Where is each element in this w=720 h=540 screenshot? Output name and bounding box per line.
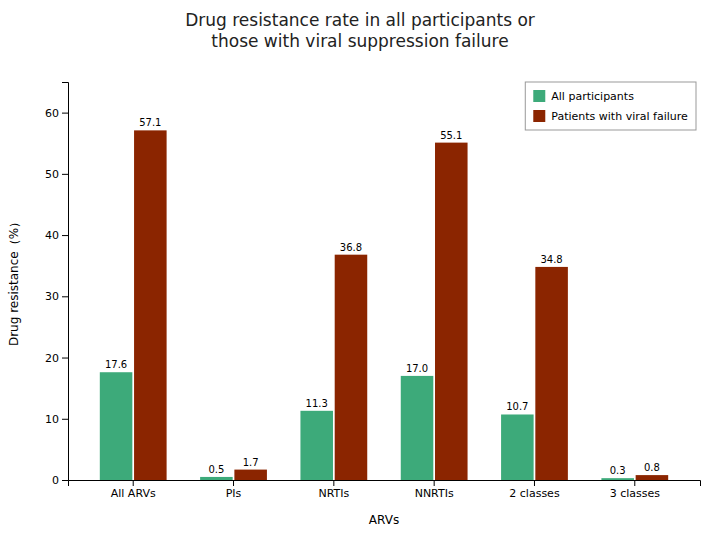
y-tick-mark (62, 480, 68, 481)
x-tick-label: NRTIs (318, 487, 349, 500)
data-label: 17.6 (105, 359, 127, 370)
data-label: 10.7 (506, 401, 528, 412)
data-label: 34.8 (540, 254, 562, 265)
bars (100, 130, 668, 480)
x-tick-mark (434, 480, 435, 486)
x-tick: NRTIs (318, 480, 349, 500)
bar (200, 477, 233, 480)
x-axis: All ARVs PIs NRTIs NNRTIs 2 classes 3 classes (69, 480, 701, 500)
title-line: those with viral suppression failure (211, 31, 508, 51)
x-tick-label: NNRTIs (415, 487, 454, 500)
plot: 17.6 0.5 11.3 17.0 10.7 0.3 57.1 1.7 36.8 55.1 34.… (45, 82, 701, 500)
x-tick-label: 3 classes (610, 487, 661, 500)
x-tick: 2 classes (509, 480, 560, 500)
y-tick-mark (62, 358, 68, 359)
y-tick: 50 (45, 168, 68, 181)
title-line: Drug resistance rate in all participants… (185, 10, 535, 30)
title: Drug resistance rate in all participants… (185, 10, 535, 51)
legend-swatch (533, 110, 545, 122)
y-tick: 10 (45, 413, 68, 426)
data-label: 11.3 (306, 398, 328, 409)
bar (535, 267, 568, 480)
data-label: 1.7 (243, 457, 259, 468)
data-labels: 17.6 0.5 11.3 17.0 10.7 0.3 57.1 1.7 36.8 55.1 34.… (105, 117, 660, 476)
legend-item: All participants (533, 90, 634, 103)
legend-box (525, 82, 696, 130)
y-axis: 0 10 20 30 40 50 60 (45, 83, 69, 488)
y-axis-line (62, 83, 69, 481)
x-tick-label: All ARVs (111, 487, 156, 500)
x-axis-line (69, 481, 701, 487)
x-tick-mark (333, 480, 334, 486)
y-tick-mark (62, 235, 68, 236)
y-tick-mark (62, 113, 68, 114)
x-axis-title: ARVs (369, 513, 399, 527)
y-axis-title: Drug resistance（%） (7, 216, 21, 346)
x-tick-mark (133, 480, 134, 486)
bar (234, 470, 267, 480)
data-label: 0.5 (208, 464, 224, 475)
x-tick: 3 classes (610, 480, 661, 500)
y-tick: 0 (52, 474, 68, 487)
data-label: 57.1 (139, 117, 161, 128)
data-label: 55.1 (440, 130, 462, 141)
y-tick-mark (62, 296, 68, 297)
y-tick-label: 60 (45, 107, 59, 120)
legend-label: All participants (551, 90, 634, 103)
bar (300, 411, 333, 480)
y-tick: 20 (45, 352, 68, 365)
data-label: 0.3 (610, 465, 626, 476)
legend-item: Patients with viral failure (533, 110, 688, 123)
x-tick-label: PIs (226, 487, 242, 500)
bar (100, 372, 133, 480)
bar (601, 478, 634, 480)
y-tick-label: 20 (45, 352, 59, 365)
x-tick: All ARVs (111, 480, 156, 500)
data-label: 17.0 (406, 363, 428, 374)
bar (501, 414, 534, 480)
legend-label: Patients with viral failure (551, 110, 688, 123)
bar (401, 376, 434, 480)
bar (134, 130, 167, 480)
data-label: 36.8 (340, 242, 362, 253)
y-tick-label: 0 (52, 474, 59, 487)
chart: Drug resistance rate in all participants… (0, 0, 720, 540)
bar (335, 255, 368, 480)
x-tick-mark (634, 480, 635, 486)
y-tick: 60 (45, 107, 68, 120)
bar (435, 143, 468, 480)
legend: All participants Patients with viral fail… (525, 82, 696, 130)
y-tick-mark (62, 174, 68, 175)
x-tick: PIs (226, 480, 242, 500)
bar (636, 475, 669, 480)
y-tick-label: 30 (45, 290, 59, 303)
y-tick-label: 10 (45, 413, 59, 426)
x-tick-label: 2 classes (509, 487, 560, 500)
y-tick-label: 40 (45, 229, 59, 242)
y-tick-label: 50 (45, 168, 59, 181)
data-label: 0.8 (644, 462, 660, 473)
legend-swatch (533, 90, 545, 102)
x-tick: NNRTIs (415, 480, 454, 500)
y-tick-mark (62, 419, 68, 420)
y-tick: 40 (45, 229, 68, 242)
y-tick: 30 (45, 290, 68, 303)
x-tick-mark (534, 480, 535, 486)
x-tick-mark (233, 480, 234, 486)
